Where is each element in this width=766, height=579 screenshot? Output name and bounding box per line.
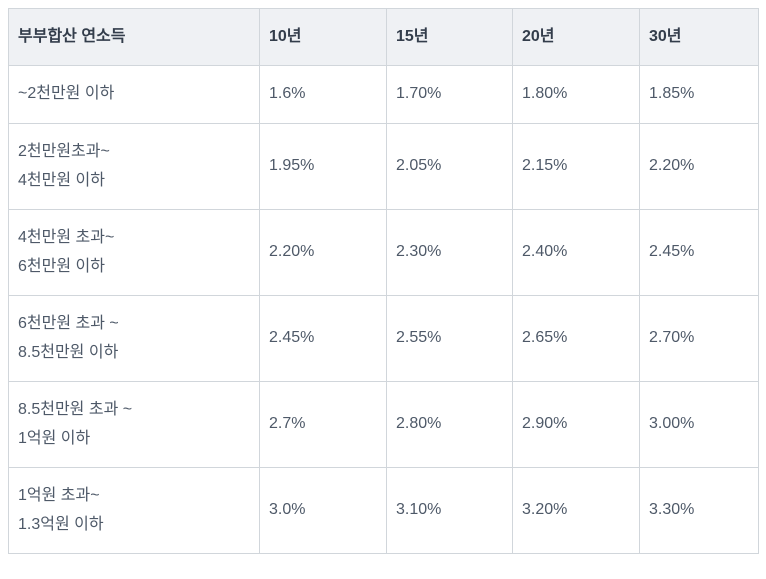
rate-cell: 1.70%	[386, 65, 513, 124]
table-row: 2천만원초과~ 4천만원 이하 1.95% 2.05% 2.15% 2.20%	[8, 123, 759, 210]
rate-cell: 2.20%	[639, 123, 759, 210]
rate-cell: 3.20%	[512, 467, 640, 554]
header-term-30y: 30년	[639, 8, 759, 66]
header-term-10y: 10년	[259, 8, 387, 66]
rate-cell: 2.20%	[259, 209, 387, 296]
rate-cell: 2.40%	[512, 209, 640, 296]
rate-cell: 2.80%	[386, 381, 513, 468]
table-row: 6천만원 초과 ~ 8.5천만원 이하 2.45% 2.55% 2.65% 2.…	[8, 295, 759, 382]
table-header-row: 부부합산 연소득 10년 15년 20년 30년	[8, 8, 759, 66]
rate-cell: 2.90%	[512, 381, 640, 468]
income-range-cell: 1억원 초과~ 1.3억원 이하	[8, 467, 260, 554]
income-range-cell: 8.5천만원 초과 ~ 1억원 이하	[8, 381, 260, 468]
rate-cell: 1.80%	[512, 65, 640, 124]
table-row: ~2천만원 이하 1.6% 1.70% 1.80% 1.85%	[8, 65, 759, 124]
rate-cell: 2.05%	[386, 123, 513, 210]
rate-cell: 2.70%	[639, 295, 759, 382]
rate-cell: 2.15%	[512, 123, 640, 210]
rate-cell: 3.10%	[386, 467, 513, 554]
rate-cell: 3.00%	[639, 381, 759, 468]
rate-cell: 1.85%	[639, 65, 759, 124]
interest-rate-table: 부부합산 연소득 10년 15년 20년 30년 ~2천만원 이하 1.6% 1…	[8, 8, 759, 554]
rate-cell: 2.7%	[259, 381, 387, 468]
income-range-cell: 2천만원초과~ 4천만원 이하	[8, 123, 260, 210]
header-term-15y: 15년	[386, 8, 513, 66]
rate-cell: 2.45%	[259, 295, 387, 382]
table-row: 8.5천만원 초과 ~ 1억원 이하 2.7% 2.80% 2.90% 3.00…	[8, 381, 759, 468]
header-income-column: 부부합산 연소득	[8, 8, 260, 66]
income-range-cell: ~2천만원 이하	[8, 65, 260, 124]
rate-cell: 1.6%	[259, 65, 387, 124]
income-range-cell: 6천만원 초과 ~ 8.5천만원 이하	[8, 295, 260, 382]
income-range-cell: 4천만원 초과~ 6천만원 이하	[8, 209, 260, 296]
header-term-20y: 20년	[512, 8, 640, 66]
rate-cell: 2.65%	[512, 295, 640, 382]
rate-cell: 2.55%	[386, 295, 513, 382]
rate-cell: 3.30%	[639, 467, 759, 554]
table-row: 1억원 초과~ 1.3억원 이하 3.0% 3.10% 3.20% 3.30%	[8, 467, 759, 554]
rate-cell: 3.0%	[259, 467, 387, 554]
rate-cell: 1.95%	[259, 123, 387, 210]
rate-cell: 2.30%	[386, 209, 513, 296]
rate-cell: 2.45%	[639, 209, 759, 296]
table-row: 4천만원 초과~ 6천만원 이하 2.20% 2.30% 2.40% 2.45%	[8, 209, 759, 296]
